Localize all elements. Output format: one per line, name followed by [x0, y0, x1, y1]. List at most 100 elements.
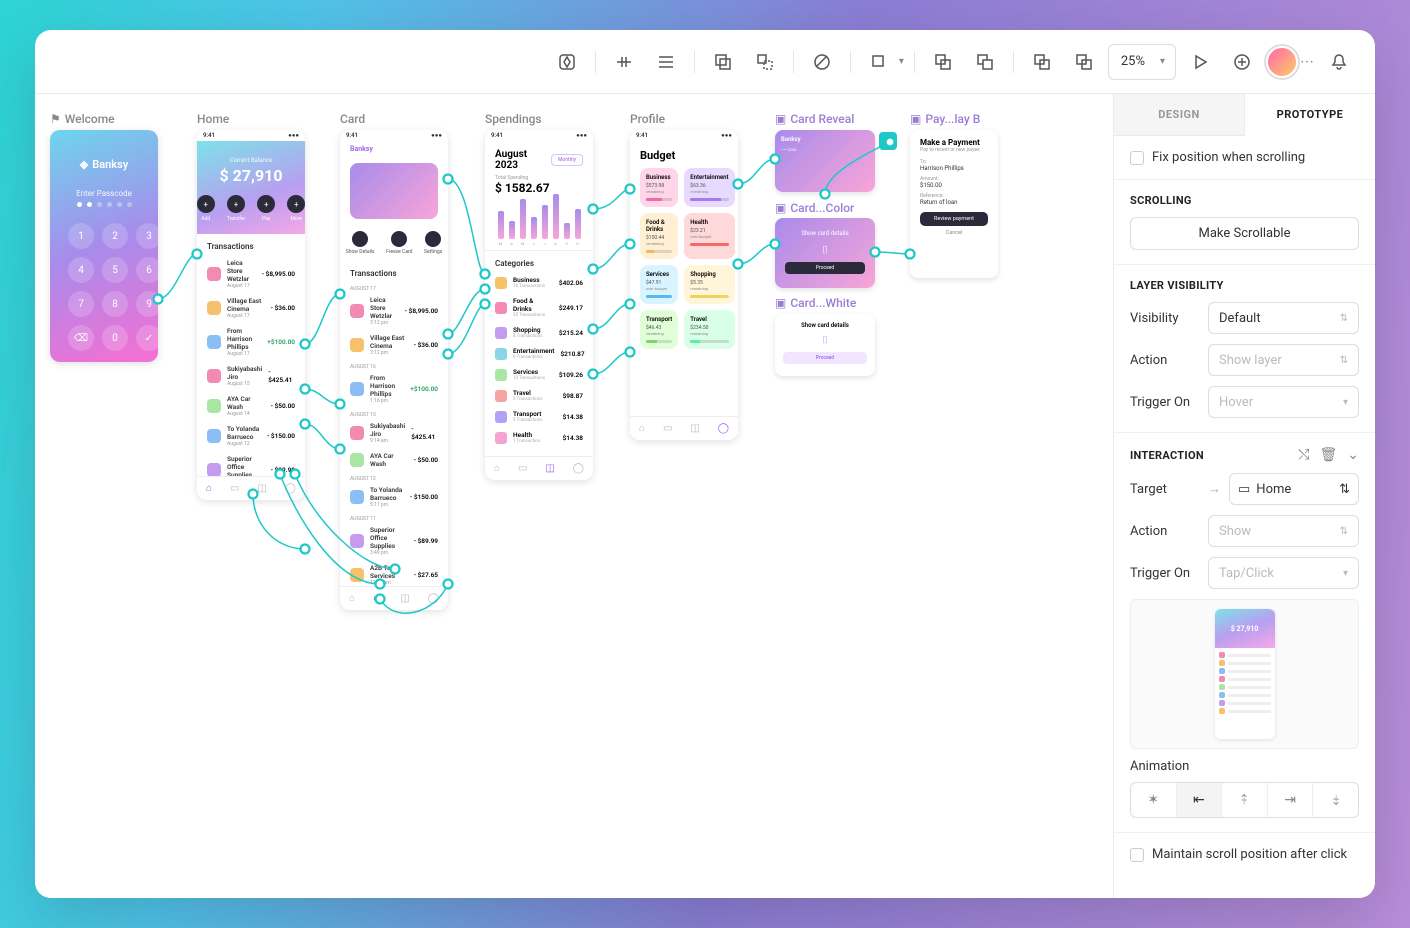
- chevron-down-icon[interactable]: ⌄: [1347, 447, 1359, 463]
- swap-icon[interactable]: ⤭: [1298, 447, 1309, 463]
- action-select[interactable]: Show⇅: [1208, 515, 1359, 547]
- chart-icon[interactable]: ◫: [690, 423, 699, 434]
- transaction-row[interactable]: To Yolanda BarruecoAugust 12- $150.00: [197, 421, 305, 451]
- category-row[interactable]: Shopping8 Transactions$215.24: [485, 322, 593, 343]
- design-canvas[interactable]: ⚑Welcome Home Card Spendings Profile ▣Ca…: [35, 94, 1113, 898]
- keypad-key[interactable]: 6: [136, 257, 158, 283]
- trigger-select[interactable]: Hover▾: [1208, 386, 1359, 418]
- budget-card[interactable]: Food & Drinks$150.44remaining: [640, 213, 678, 259]
- action-select[interactable]: Show layer⇅: [1208, 344, 1359, 376]
- transaction-row[interactable]: AYA Car Wash- $50.00: [340, 448, 448, 472]
- make-scrollable-button[interactable]: Make Scrollable: [1130, 217, 1359, 250]
- keypad-key[interactable]: 2: [102, 223, 128, 249]
- category-row[interactable]: Travel3 Transactions$98.87: [485, 385, 593, 406]
- category-row[interactable]: Services13 Transactions$109.26: [485, 364, 593, 385]
- artboard-title[interactable]: ▣Pay...lay B: [910, 112, 980, 126]
- transaction-row[interactable]: Sukiyabashi JiroAugust 15- $425.41: [197, 361, 305, 391]
- anim-slide-right-icon[interactable]: ⇥: [1267, 783, 1313, 817]
- keypad-key[interactable]: ✓: [136, 325, 158, 351]
- zoom-select[interactable]: 25% ▾: [1108, 44, 1176, 80]
- card-icon[interactable]: ▭: [230, 483, 239, 494]
- artboard-title[interactable]: ▣Card Reveal: [775, 112, 854, 126]
- color-picker-icon[interactable]: [804, 44, 840, 80]
- card-icon[interactable]: ▭: [663, 423, 672, 434]
- budget-card[interactable]: Shopping$5.35remaining: [684, 265, 734, 304]
- card-reveal[interactable]: Banksy •••• 2234: [775, 130, 875, 192]
- budget-card[interactable]: Transport$46.43remaining: [640, 310, 678, 349]
- keypad-key[interactable]: 4: [68, 257, 94, 283]
- ungroup-icon[interactable]: [747, 44, 783, 80]
- quick-action[interactable]: +More: [287, 195, 305, 222]
- selection-chevron-icon[interactable]: ‹: [879, 132, 897, 150]
- artboard-profile[interactable]: 9:41●●● Budget Business$573.98remainingE…: [630, 130, 738, 440]
- home-icon[interactable]: ⌂: [494, 463, 500, 474]
- distribute-icon[interactable]: [648, 44, 684, 80]
- chart-icon[interactable]: ◫: [545, 463, 554, 474]
- anim-none-icon[interactable]: ✶: [1131, 783, 1176, 817]
- quick-action[interactable]: +Pay: [257, 195, 275, 222]
- more-icon[interactable]: ⋯: [1300, 54, 1315, 70]
- period-chip[interactable]: Monthly: [551, 154, 583, 166]
- tab-prototype[interactable]: PROTOTYPE: [1245, 94, 1375, 136]
- home-icon[interactable]: ⌂: [639, 423, 645, 434]
- user-avatar[interactable]: [1266, 46, 1298, 78]
- review-button[interactable]: Review payment: [920, 212, 988, 226]
- difference-icon[interactable]: [1066, 44, 1102, 80]
- artboard-spendings[interactable]: 9:41●●● August 2023 Monthly Total Spendi…: [485, 130, 593, 480]
- budget-card[interactable]: Business$573.98remaining: [640, 168, 678, 207]
- artboard-title[interactable]: ▣Card...White: [775, 296, 856, 310]
- category-row[interactable]: Health1 Transaction$14.38: [485, 427, 593, 448]
- artboard-title[interactable]: Home: [197, 112, 229, 126]
- keypad-key[interactable]: 7: [68, 291, 94, 317]
- transaction-row[interactable]: From Harrison PhillipsAugust 17+$100.00: [197, 323, 305, 361]
- keypad-key[interactable]: 0: [102, 325, 128, 351]
- fix-position-checkbox[interactable]: Fix position when scrolling: [1130, 150, 1359, 165]
- anim-slide-left-icon[interactable]: ⇤: [1176, 783, 1222, 817]
- chart-icon[interactable]: ◫: [257, 483, 266, 494]
- keypad-key[interactable]: 1: [68, 223, 94, 249]
- budget-card[interactable]: Entertainment$63.36remaining: [684, 168, 734, 207]
- shape-tool-icon[interactable]: [549, 44, 585, 80]
- card-action[interactable]: Freeze Card: [386, 231, 412, 255]
- maintain-scroll-checkbox[interactable]: Maintain scroll position after click: [1130, 847, 1359, 862]
- profile-icon[interactable]: ◯: [428, 593, 439, 604]
- trigger-select[interactable]: Tap/Click▾: [1208, 557, 1359, 589]
- proceed-button[interactable]: Proceed: [785, 262, 865, 274]
- quick-action[interactable]: +Add: [197, 195, 215, 222]
- transaction-row[interactable]: Village East Cinema3:12 pm- $36.00: [340, 330, 448, 360]
- transaction-row[interactable]: To Yolanda Barrueco5:17 pm- $150.00: [340, 482, 448, 512]
- card-color[interactable]: Show card details ⌷ Proceed: [775, 218, 875, 288]
- keypad-key[interactable]: 5: [102, 257, 128, 283]
- transaction-row[interactable]: From Harrison Phillips1:16 pm+$100.00: [340, 370, 448, 408]
- artboard-title[interactable]: ⚑Welcome: [50, 112, 115, 126]
- budget-card[interactable]: Services$47.91over budget: [640, 265, 678, 304]
- keypad-key[interactable]: ⌫: [68, 325, 94, 351]
- anim-slide-down-icon[interactable]: ⤈: [1312, 783, 1358, 817]
- card-icon[interactable]: ▭: [518, 463, 527, 474]
- intersect-icon[interactable]: [1024, 44, 1060, 80]
- bell-icon[interactable]: [1321, 44, 1357, 80]
- profile-icon[interactable]: ◯: [285, 483, 296, 494]
- transaction-row[interactable]: Village East CinemaAugust 17- $36.00: [197, 293, 305, 323]
- budget-card[interactable]: Travel$234.50remaining: [684, 310, 734, 349]
- align-vertical-icon[interactable]: [606, 44, 642, 80]
- tab-design[interactable]: DESIGN: [1114, 94, 1245, 136]
- keypad-key[interactable]: 9: [136, 291, 158, 317]
- category-row[interactable]: Business16 Transactions$402.06: [485, 272, 593, 293]
- home-icon[interactable]: ⌂: [206, 483, 212, 494]
- chevron-down-icon[interactable]: ▾: [899, 56, 904, 67]
- keypad-key[interactable]: 3: [136, 223, 158, 249]
- budget-card[interactable]: Health$23.21over budget: [684, 213, 734, 259]
- visibility-select[interactable]: Default⇅: [1208, 302, 1359, 334]
- category-row[interactable]: Food & Drinks35 Transactions$249.17: [485, 293, 593, 322]
- home-icon[interactable]: ⌂: [349, 593, 355, 604]
- resize-tool-icon[interactable]: [861, 44, 897, 80]
- card-white[interactable]: Show card details ⌷ Proceed: [775, 314, 875, 376]
- card-icon[interactable]: ▭: [373, 593, 382, 604]
- artboard-welcome[interactable]: ◈ Banksy Enter Passcode 123456789⌫0✓ For…: [50, 130, 158, 362]
- transaction-row[interactable]: Superior Office Supplies3:49 pm- $89.99: [340, 522, 448, 560]
- anim-slide-up-icon[interactable]: ⤉: [1221, 783, 1267, 817]
- card-visual[interactable]: [350, 163, 438, 219]
- transaction-row[interactable]: Sukiyabashi Jiro9:14 am- $425.41: [340, 418, 448, 448]
- artboard-home[interactable]: 9:41●●● Current Balance $ 27,910 +Add+Tr…: [197, 130, 305, 500]
